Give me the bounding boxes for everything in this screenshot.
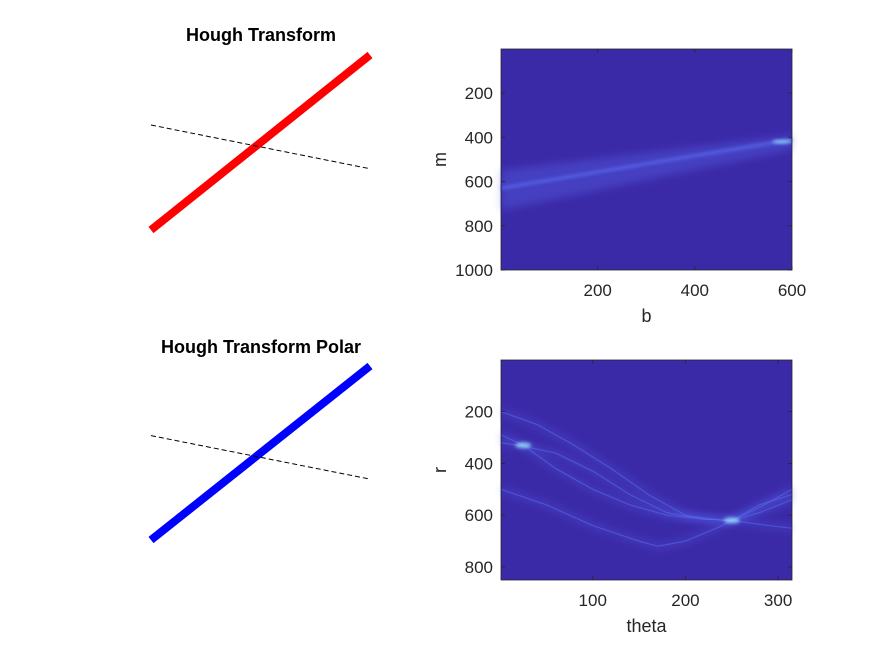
heatmap-rtheta-ylabel: r	[430, 467, 450, 473]
heatmap-rtheta-peak	[515, 442, 532, 449]
chart-title-hough-polar: Hough Transform Polar	[160, 337, 362, 357]
heatmap-rtheta-xlabel: theta	[626, 616, 667, 636]
heatmap-mb-ylabel: m	[430, 152, 450, 167]
heatmap-mb-xlabel: b	[641, 306, 651, 326]
heatmap-rtheta-background	[501, 360, 792, 580]
heatmap-rtheta-frame	[500, 359, 793, 581]
heatmap-mb-ytick-label: 400	[465, 128, 493, 147]
heatmap-mb-xtick-label: 200	[583, 281, 611, 300]
hough-solid-line	[148, 51, 373, 234]
hough-polar-dashed-line	[150, 435, 371, 480]
hough-dashed-line	[150, 124, 371, 170]
heatmap-rtheta-xtick-label: 100	[579, 591, 607, 610]
heatmap-mb-ytick-label: 600	[465, 173, 493, 192]
heatmap-mb-band-glow	[501, 135, 792, 211]
heatmap-rtheta-curve	[500, 488, 793, 547]
heatmap-mb-frame	[500, 48, 793, 271]
heatmap-rtheta-xtick-label: 200	[671, 591, 699, 610]
heatmap-mb-peak	[772, 139, 793, 144]
heatmap-mb-band	[500, 138, 793, 190]
heatmap-rtheta-ytick-label: 800	[465, 558, 493, 577]
hough-polar-solid-line	[148, 362, 373, 544]
heatmap-mb-xtick-label: 600	[778, 281, 806, 300]
heatmap-rtheta-xtick-label: 300	[764, 591, 792, 610]
heatmap-rtheta-curve	[500, 442, 793, 529]
heatmap-rtheta-peak	[723, 517, 740, 524]
chart-title-hough: Hough Transform	[185, 25, 337, 45]
heatmap-rtheta-ytick-label: 400	[465, 454, 493, 473]
heatmap-rtheta-ytick-label: 200	[465, 403, 493, 422]
heatmap-rtheta-ytick-label: 600	[465, 506, 493, 525]
heatmap-mb-ytick-label: 1000	[455, 261, 493, 280]
heatmap-mb-ytick-label: 200	[465, 84, 493, 103]
heatmap-mb-xtick-label: 400	[681, 281, 709, 300]
heatmap-mb-ytick-label: 800	[465, 217, 493, 236]
